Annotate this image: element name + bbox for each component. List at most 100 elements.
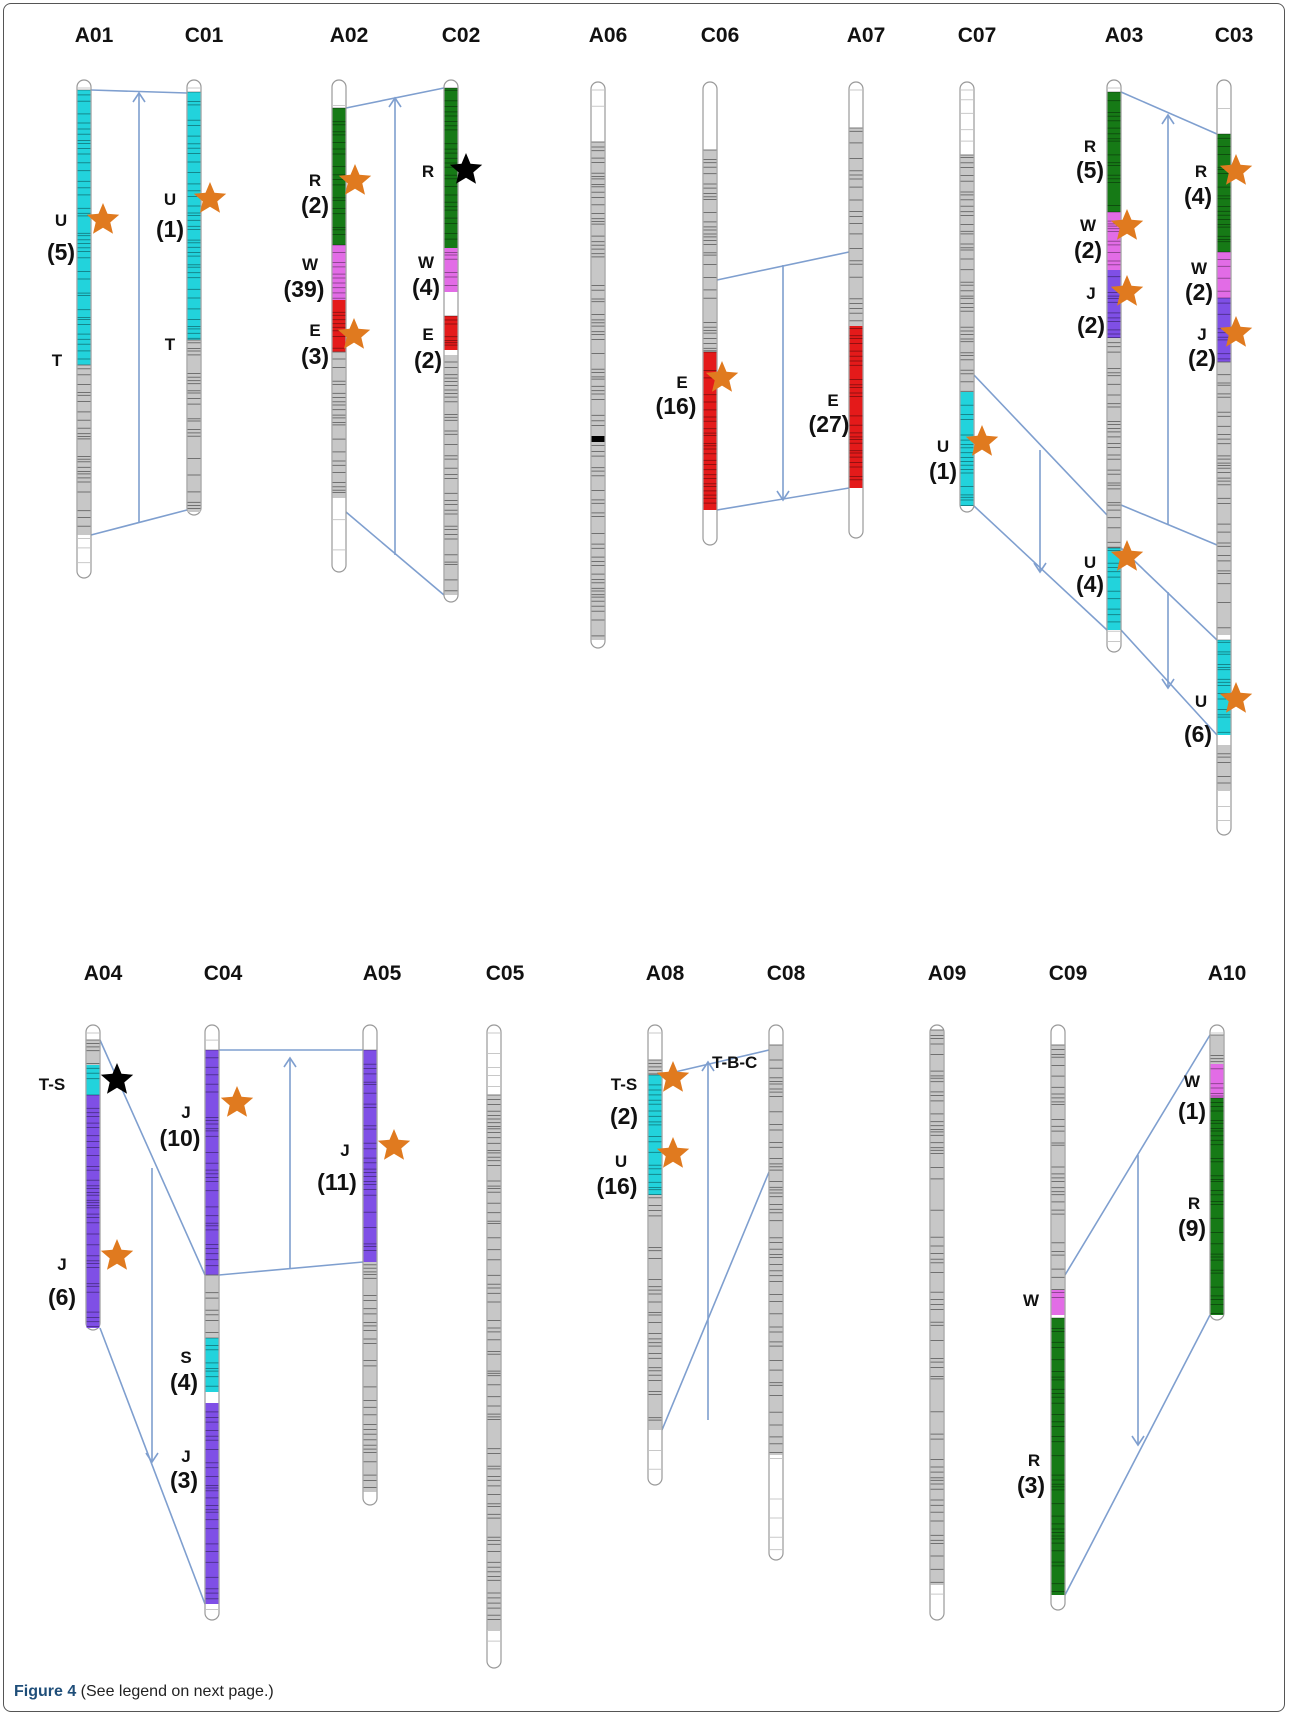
block-count-A08-U: (16): [597, 1173, 638, 1199]
chr-label-C02: C02: [442, 24, 481, 47]
block-letter-C09-W: W: [1023, 1291, 1040, 1310]
chr-label-A02: A02: [330, 24, 369, 47]
block-letter-A05-J: J: [340, 1141, 349, 1160]
chromosomes: [76, 79, 1232, 1669]
block-count-A02-W: (39): [284, 276, 325, 302]
arrow-head: [1033, 562, 1047, 574]
orange-star-icon: [656, 1061, 690, 1092]
synteny-line: [1120, 91, 1218, 135]
chromosome-C05: [486, 1024, 502, 1669]
synteny-line: [99, 1327, 206, 1605]
orange-star-icon: [705, 361, 739, 392]
block-count-C03-W: (2): [1185, 279, 1213, 305]
block-letter-C04-J1: J: [181, 1103, 190, 1122]
orange-star-icon: [1219, 316, 1253, 347]
synteny-connectors: [90, 87, 1218, 1605]
block-count-A08-TS: (2): [610, 1103, 638, 1129]
synteny-line: [90, 509, 188, 536]
chr-label-A08: A08: [646, 962, 685, 985]
chr-label-C07: C07: [958, 24, 997, 47]
chromosome-A01: [76, 79, 92, 579]
block-letter-A03-J: J: [1086, 284, 1095, 303]
chromosome-C03: [1216, 79, 1232, 836]
block-W: [1210, 1064, 1224, 1098]
chromosome-C06: [702, 81, 718, 546]
gray-region: [703, 150, 717, 352]
chr-label-A09: A09: [928, 962, 967, 985]
block-letter-A02-W: W: [302, 255, 319, 274]
orange-star-icon: [1110, 275, 1144, 306]
figure-caption: Figure 4 (See legend on next page.): [14, 1683, 274, 1701]
block-letter-C09-R: R: [1028, 1451, 1040, 1470]
synteny-line: [661, 1171, 770, 1431]
chromosome-A06: [590, 81, 606, 649]
block-count-C04-J2: (3): [170, 1467, 198, 1493]
block-letter-A03-U: U: [1084, 553, 1096, 572]
chromosome-C01: [186, 79, 202, 516]
block-count-C03-J: (2): [1188, 345, 1216, 371]
arrow-head: [388, 96, 402, 108]
block-count-A02-R: (2): [301, 192, 329, 218]
block-R: [1217, 134, 1231, 252]
block-letter-C03-U: U: [1195, 692, 1207, 711]
chromosome-C02: [443, 79, 459, 603]
gray-region: [1210, 1035, 1224, 1064]
chr-label-C04: C04: [204, 962, 243, 985]
orange-star-icon: [656, 1137, 690, 1168]
orange-star-icon: [1110, 540, 1144, 571]
synteny-line: [90, 89, 188, 94]
synteny-line: [218, 1261, 364, 1276]
block-W: [1217, 252, 1231, 298]
chr-label-C05: C05: [486, 962, 525, 985]
block-W: [444, 248, 458, 292]
orange-star-icon: [965, 425, 999, 456]
caption-text: (See legend on next page.): [76, 1683, 274, 1700]
chr-label-A06: A06: [589, 24, 628, 47]
block-letter-C06-E: E: [676, 373, 687, 392]
chr-label-A05: A05: [363, 962, 402, 985]
block-R: [1051, 1318, 1065, 1595]
block-W: [332, 245, 346, 300]
block-U: [86, 1065, 100, 1095]
block-letter-A04-J: J: [57, 1255, 66, 1274]
arrow-head: [776, 490, 790, 502]
gray-region: [444, 355, 458, 595]
block-letter-C04-J2: J: [181, 1447, 190, 1466]
gray-region: [187, 340, 201, 512]
chromosome-C04: [204, 1024, 220, 1621]
chr-label-A07: A07: [847, 24, 886, 47]
block-U: [960, 392, 974, 506]
block-letter-C02-R: R: [422, 162, 434, 181]
block-count-A10-W: (1): [1178, 1098, 1206, 1124]
chr-label-C03: C03: [1215, 24, 1254, 47]
orange-star-icon: [337, 318, 371, 349]
gray-region: [960, 155, 974, 392]
chromosome-A10: [1209, 1024, 1225, 1321]
block-letter-A07-E: E: [827, 391, 838, 410]
block-J: [363, 1050, 377, 1262]
block-letter-C01-U: U: [164, 190, 176, 209]
block-letter-C07-U: U: [937, 437, 949, 456]
block-letter-A03-W: W: [1080, 216, 1097, 235]
block-count-A03-W: (2): [1074, 237, 1102, 263]
block-R: [332, 108, 346, 245]
chr-label-A01: A01: [75, 24, 114, 47]
orange-star-icon: [100, 1239, 134, 1270]
block-letter-C03-R: R: [1195, 162, 1207, 181]
orange-star-icon: [220, 1086, 254, 1117]
gray-region: [930, 1030, 944, 1585]
chromosome-A07: [848, 81, 864, 539]
block-letter-C08-TBC: T-B-C: [712, 1053, 757, 1072]
gray-region: [1051, 1045, 1065, 1290]
gray-region: [487, 1095, 501, 1630]
block-letter-A04-TS: T-S: [39, 1075, 65, 1094]
arrow-head: [132, 91, 146, 103]
block-count-C09-R: (3): [1017, 1472, 1045, 1498]
chromosome-labels: A01 C01 A02 C02 A06 C06 A07 C07 A03 C03 …: [75, 24, 1254, 985]
chromosome-C09: [1050, 1024, 1066, 1611]
block-letter-A02-R: R: [309, 171, 321, 190]
block-count-A03-J: (2): [1077, 312, 1105, 338]
block-count-A05-J: (11): [317, 1169, 357, 1195]
block-U: [648, 1075, 662, 1195]
